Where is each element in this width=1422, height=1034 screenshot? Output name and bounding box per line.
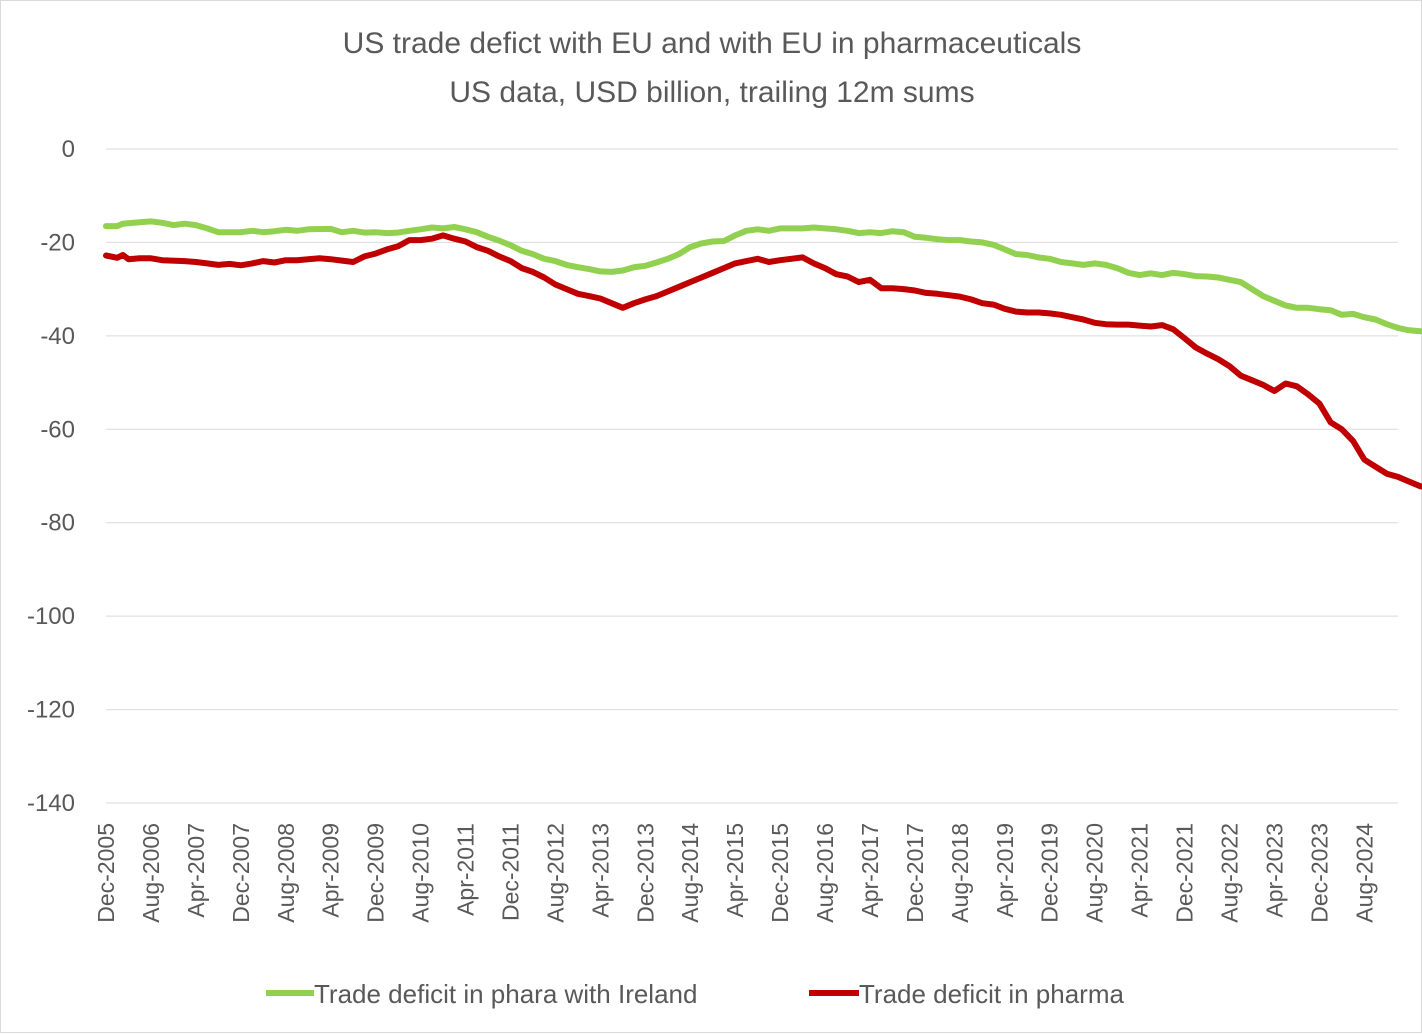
- x-tick-label: Apr-2013: [587, 823, 613, 918]
- legend-label-ireland: Trade deficit in phara with Ireland: [314, 979, 697, 1009]
- x-tick-label: Dec-2007: [228, 823, 254, 923]
- x-tick-label: Dec-2019: [1037, 823, 1063, 923]
- series-line-ireland: [103, 218, 1422, 335]
- x-tick-label: Aug-2012: [542, 823, 568, 923]
- x-tick-label: Dec-2021: [1172, 823, 1198, 923]
- legend-label-pharma: Trade deficit in pharma: [859, 979, 1124, 1009]
- y-tick-label: -140: [27, 790, 75, 817]
- x-tick-label: Apr-2023: [1261, 823, 1287, 918]
- y-tick-label: -120: [27, 697, 75, 724]
- x-tick-label: Aug-2008: [273, 823, 299, 923]
- x-tick-label: Aug-2014: [677, 823, 703, 923]
- x-tick-label: Apr-2021: [1127, 823, 1153, 918]
- y-tick-label: -60: [40, 416, 75, 443]
- x-tick-label: Aug-2018: [947, 823, 973, 923]
- x-tick-label: Dec-2023: [1306, 823, 1332, 923]
- y-axis-ticks: 0 -20 -40 -60 -80 -100 -120 -140: [27, 136, 75, 817]
- x-tick-label: Apr-2015: [722, 823, 748, 918]
- x-tick-label: Aug-2006: [138, 823, 164, 923]
- legend: Trade deficit in phara with Ireland Trad…: [266, 979, 1124, 1009]
- x-tick-label: Dec-2005: [93, 823, 119, 923]
- x-tick-label: Apr-2009: [318, 823, 344, 918]
- x-axis-ticks: Dec-2005 Aug-2006 Apr-2007 Dec-2007 Aug-2008…: [93, 823, 1377, 923]
- x-tick-label: Aug-2020: [1082, 823, 1108, 923]
- y-tick-label: -80: [40, 510, 75, 537]
- y-tick-label: -40: [40, 323, 75, 350]
- x-tick-label: Aug-2010: [408, 823, 434, 923]
- x-tick-label: Apr-2007: [183, 823, 209, 918]
- series-line-pharma: [103, 232, 1422, 490]
- x-tick-label: Aug-2024: [1351, 823, 1377, 923]
- x-tick-label: Apr-2011: [453, 823, 479, 916]
- x-tick-label: Aug-2016: [812, 823, 838, 923]
- series-lines: [103, 218, 1422, 490]
- gridlines: [106, 148, 1398, 804]
- y-tick-label: -100: [27, 603, 75, 630]
- y-tick-label: -20: [40, 229, 75, 256]
- x-tick-label: Dec-2013: [632, 823, 658, 923]
- y-tick-label: 0: [62, 136, 75, 163]
- x-tick-label: Dec-2017: [902, 823, 928, 923]
- x-tick-label: Apr-2017: [857, 823, 883, 918]
- chart-title: US trade defict with EU and with EU in p…: [343, 27, 1082, 60]
- x-tick-label: Aug-2022: [1216, 823, 1242, 923]
- x-tick-label: Apr-2019: [992, 823, 1018, 918]
- x-tick-label: Dec-2015: [767, 823, 793, 923]
- x-tick-label: Dec-2009: [363, 823, 389, 923]
- x-tick-label: Dec-2011: [497, 823, 523, 921]
- chart-subtitle: US data, USD billion, trailing 12m sums: [449, 76, 974, 109]
